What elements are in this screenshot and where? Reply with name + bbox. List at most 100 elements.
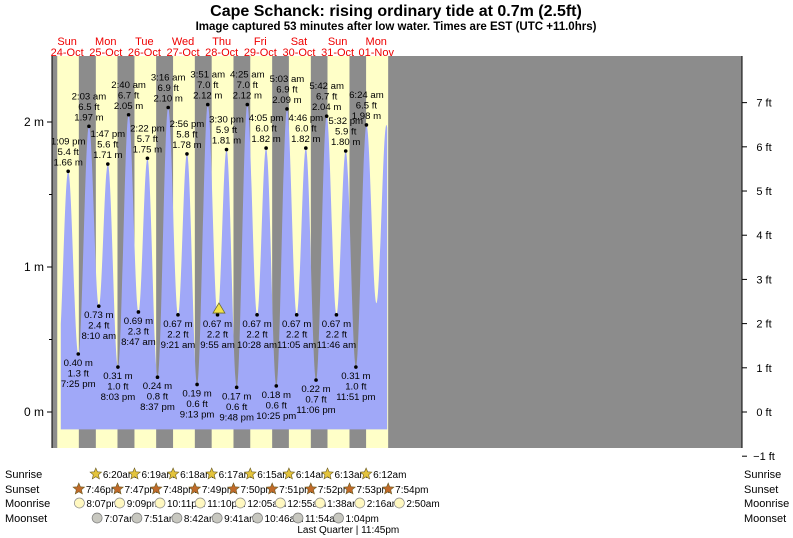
high-tide-dot	[285, 107, 289, 111]
low-tide-dot	[136, 310, 141, 314]
moonrise-icon	[354, 497, 366, 509]
low-tide-label: 11:05 am	[277, 340, 316, 351]
low-tide-label: 2.2 ft	[286, 329, 308, 340]
low-tide-label: 1.3 ft	[68, 369, 90, 380]
moonrise-time: 8:07pm	[86, 499, 119, 510]
sunrise-time: 6:13am	[334, 470, 367, 481]
sunrise-time: 6:18am	[180, 470, 213, 481]
high-tide-label: 2.10 m	[154, 94, 183, 105]
low-tide-dot	[294, 313, 299, 317]
moonrise-time: 11:10pm	[207, 499, 245, 510]
sunset-star-icon	[304, 482, 318, 495]
sunrise-star-icon	[205, 467, 219, 480]
low-tide-label: 10:28 am	[237, 340, 277, 351]
sunrise-row-label-right: Sunrise	[744, 469, 781, 481]
low-tide-label: 0.73 m	[84, 310, 113, 321]
low-tide-label: 0.40 m	[64, 358, 93, 369]
high-tide-dot	[343, 149, 348, 153]
sunset-time: 7:54pm	[395, 485, 428, 496]
low-tide-label: 0.6 ft	[226, 402, 248, 413]
high-tide-label: 5.9 ft	[335, 127, 357, 138]
low-tide-label: 0.8 ft	[147, 392, 169, 403]
high-tide-label: 1.82 m	[251, 134, 280, 145]
high-tide-label: 1:09 pm	[51, 136, 86, 147]
low-tide-label: 11:51 pm	[336, 392, 375, 403]
low-tide-label: 0.6 ft	[186, 399, 208, 410]
moonset-time: 1:04pm	[346, 514, 379, 525]
low-tide-dot	[215, 313, 220, 317]
high-tide-dot	[324, 114, 329, 118]
high-tide-label: 6.0 ft	[295, 124, 317, 135]
high-tide-label: 6.5 ft	[356, 100, 378, 111]
y-tick-label-m: 1 m	[24, 260, 44, 274]
low-tide-dot	[234, 385, 239, 390]
moonset-time: 11:54am	[305, 514, 343, 525]
high-tide-label: 5:32 pm	[328, 116, 363, 127]
low-tide-label: 8:37 pm	[140, 402, 175, 413]
moonset-time: 8:42am	[184, 514, 217, 525]
high-tide-label: 5.4 ft	[57, 147, 79, 158]
sunset-time: 7:48pm	[163, 485, 196, 496]
high-tide-label: 5.6 ft	[97, 140, 119, 151]
sunset-time: 7:52pm	[318, 485, 351, 496]
low-tide-label: 2.3 ft	[128, 326, 150, 337]
moonrise-time: 12:55am	[287, 499, 326, 510]
moonset-time: 7:07am	[104, 514, 137, 525]
low-tide-dot	[274, 384, 279, 388]
moonrise-time: 10:11pm	[167, 499, 205, 510]
moonset-time: 10:46am	[265, 514, 304, 525]
moonrise-time: 2:16am	[367, 499, 400, 510]
low-tide-dot	[195, 382, 199, 387]
low-tide-label: 0.69 m	[124, 316, 153, 327]
low-tide-label: 9:13 pm	[180, 409, 215, 420]
sunrise-star-icon	[127, 467, 141, 480]
low-tide-label: 2.2 ft	[167, 329, 189, 340]
moonrise-icon	[393, 497, 405, 509]
low-tide-dot	[96, 304, 101, 308]
sunrise-time: 6:12am	[373, 470, 406, 481]
high-tide-label: 5.9 ft	[216, 125, 238, 136]
moonset-row-label-left: Moonset	[5, 513, 47, 525]
moonset-icon	[91, 512, 103, 524]
y-tick-label-ft: 1 ft	[756, 363, 771, 375]
moonrise-time: 1:38am	[327, 499, 360, 510]
axes: 0 m 1 m 2 m −1 ft 0 ft 1 ft 2 ft 3 ft 4 ft 5 ft 6 …	[24, 56, 775, 463]
high-tide-dot	[166, 105, 170, 110]
high-tide-label: 2.12 m	[233, 91, 262, 102]
y-tick-label-ft: −1 ft	[753, 451, 775, 463]
moonrise-icon	[274, 497, 286, 509]
high-tide-dot	[106, 162, 110, 166]
y-tick-label-ft: 3 ft	[756, 274, 771, 286]
low-tide-label: 2.2 ft	[326, 329, 348, 340]
high-tide-dot	[87, 124, 91, 129]
sunrise-time: 6:20am	[103, 470, 136, 481]
chart-subtitle: Image captured 53 minutes after low wate…	[196, 21, 597, 33]
moonrise-icon	[114, 497, 126, 509]
y-tick-label-ft: 0 ft	[756, 407, 771, 419]
low-tide-label: 8:10 am	[81, 331, 116, 342]
sunrise-star-icon	[359, 467, 373, 480]
high-tide-label: 1.98 m	[352, 111, 381, 122]
high-tide-label: 4:46 pm	[289, 113, 324, 124]
low-tide-label: 1.0 ft	[345, 382, 367, 393]
high-tide-label: 1.78 m	[172, 140, 201, 151]
moonset-time: 7:51am	[144, 514, 177, 525]
high-tide-label: 5.7 ft	[137, 134, 159, 145]
day-name: Sun	[328, 36, 348, 48]
sunset-star-icon	[343, 482, 356, 495]
low-tide-dot	[255, 313, 259, 317]
low-tide-label: 0.18 m	[262, 390, 291, 401]
low-tide-label: 9:48 pm	[219, 412, 254, 423]
low-tide-dot	[76, 352, 81, 356]
sunset-star-icon	[381, 482, 395, 495]
tide-area	[60, 104, 388, 430]
high-tide-label: 4:05 pm	[249, 113, 284, 124]
day-name: Wed	[172, 36, 194, 48]
sunset-time: 7:53pm	[356, 485, 389, 496]
y-tick-label-ft: 6 ft	[756, 142, 771, 154]
day-name: Fri	[254, 36, 267, 48]
sunset-star-icon	[149, 482, 163, 495]
high-tide-dot	[145, 156, 150, 161]
high-tide-label: 2.12 m	[193, 91, 222, 102]
